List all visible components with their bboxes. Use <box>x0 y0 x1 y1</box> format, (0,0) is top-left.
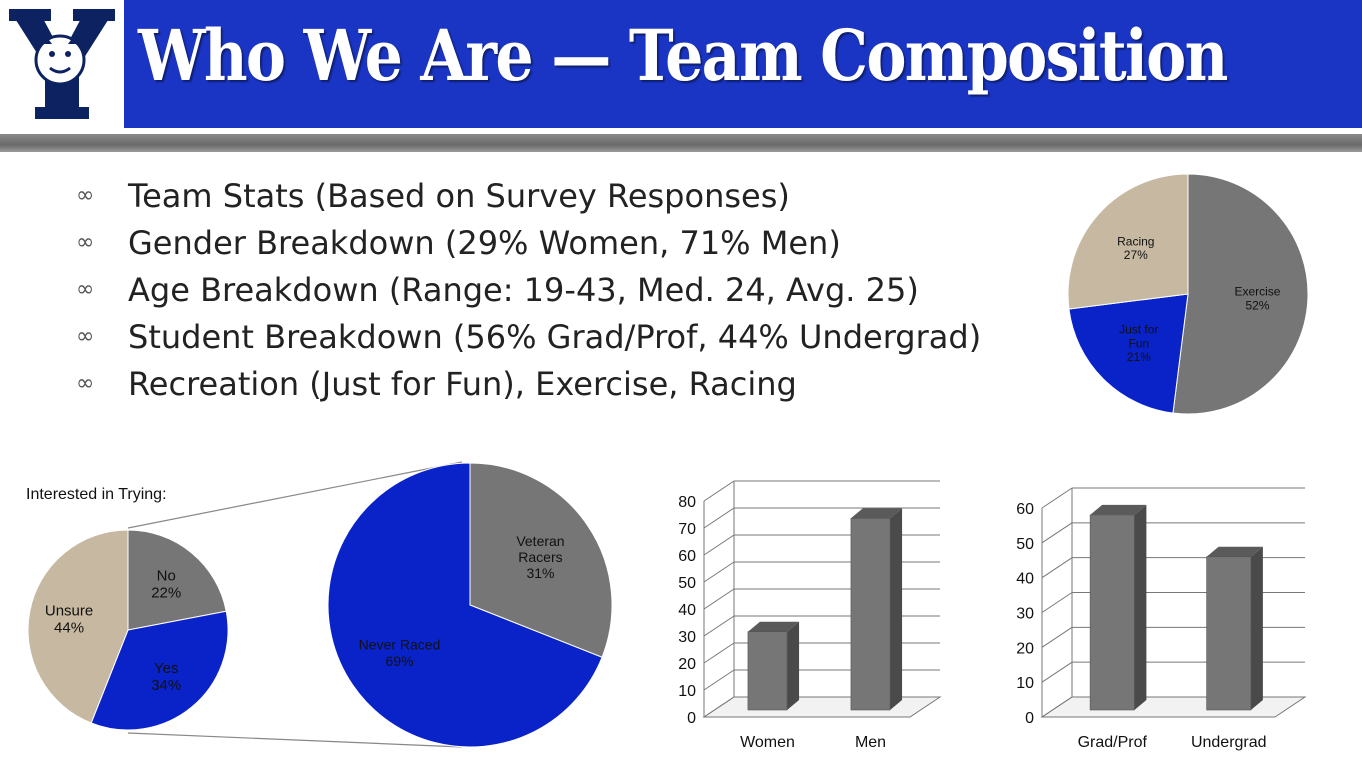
gridline <box>1041 557 1073 579</box>
link-icon: ∞ <box>76 230 95 255</box>
pie-slice-racing <box>1067 173 1189 310</box>
pie-slice-just-for-fun <box>1068 293 1189 414</box>
y-tick-label: 80 <box>678 494 696 511</box>
interest-pie-chart: No 22% Yes 34% Unsure 44% <box>27 529 229 731</box>
y-tick-label: 30 <box>1016 606 1034 623</box>
bullet-text: Age Breakdown (Range: 19-43, Med. 24, Av… <box>128 270 919 309</box>
link-icon: ∞ <box>76 324 95 349</box>
bullet-item: ∞ Student Breakdown (56% Grad/Prof, 44% U… <box>76 313 981 360</box>
bar-top <box>747 621 800 632</box>
bar-side <box>1250 546 1263 710</box>
y-tick-label: 50 <box>678 575 696 592</box>
gridline <box>703 642 735 664</box>
bar-undergrad <box>1206 556 1252 711</box>
bar-top <box>1206 546 1263 557</box>
callout-line <box>127 461 463 529</box>
gridline <box>1041 522 1073 544</box>
pie-slice-never-raced <box>327 462 603 748</box>
y-tick-label: 60 <box>678 548 696 565</box>
gridline <box>1041 592 1073 613</box>
chart-floor <box>702 696 942 718</box>
chart-title: Interested in Trying: <box>26 486 167 503</box>
x-tick-label: Undergrad <box>1191 734 1267 751</box>
x-tick-label: Men <box>855 734 886 751</box>
pie-label: Just for Fun 21% <box>1119 323 1158 365</box>
bullet-list: ∞ Team Stats (Based on Survey Responses) … <box>76 172 981 407</box>
student-bar-chart: 0 10 20 30 40 50 60 Grad/Prof Undergrad <box>1016 487 1307 751</box>
y-tick-label: 20 <box>1016 640 1034 657</box>
y-tick-label: 70 <box>678 521 696 538</box>
gridline <box>703 588 735 610</box>
y-tick-label: 20 <box>678 656 696 673</box>
recreation-pie-chart: Exercise 52% Just for Fun 21% Racing 27% <box>1067 173 1309 415</box>
bullet-item: ∞ Age Breakdown (Range: 19-43, Med. 24, A… <box>76 266 981 313</box>
pie-slice-exercise <box>1172 173 1309 415</box>
gender-bar-chart: 0 10 20 30 40 50 60 70 80 Women Men <box>678 480 942 751</box>
bullet-item: ∞ Gender Breakdown (29% Women, 71% Men) <box>76 219 981 266</box>
interest-pie-group: Interested in Trying: No 22% Yes 34% Unsure 4… <box>26 461 613 748</box>
bar-side <box>1134 504 1147 710</box>
gridline <box>703 480 735 502</box>
bullet-text: Team Stats (Based on Survey Responses) <box>128 176 790 215</box>
pie-slice-yes <box>90 610 229 731</box>
gridline <box>703 615 735 637</box>
pie-label: Never Raced 69% <box>359 637 441 669</box>
bar-top <box>1090 504 1147 515</box>
pie-slice-unsure <box>27 529 129 724</box>
chart-floor <box>1040 696 1307 718</box>
bar-side <box>787 621 800 710</box>
gridline <box>703 696 735 718</box>
callout-line <box>127 732 463 748</box>
y-tick-label: 50 <box>1016 536 1034 553</box>
header-divider <box>0 128 1362 134</box>
bar-grad-prof <box>1089 514 1135 711</box>
pie-label: Racing 27% <box>1117 234 1154 262</box>
gridline <box>703 669 735 691</box>
bullet-item: ∞ Team Stats (Based on Survey Responses) <box>76 172 981 219</box>
link-icon: ∞ <box>76 371 95 396</box>
pie-label: Yes 34% <box>151 660 181 694</box>
gridline <box>1041 626 1073 648</box>
bar-top <box>850 508 903 519</box>
header-grey-bar <box>0 134 1362 152</box>
y-tick-label: 0 <box>687 710 696 727</box>
yale-bulldog-logo <box>0 0 124 128</box>
bar-men <box>850 517 891 711</box>
y-tick-label: 30 <box>678 629 696 646</box>
link-icon: ∞ <box>76 277 95 302</box>
bullet-item: ∞ Recreation (Just for Fun), Exercise, Ra… <box>76 360 981 407</box>
gridline <box>703 561 735 583</box>
bullet-text: Gender Breakdown (29% Women, 71% Men) <box>128 223 841 262</box>
gridline <box>703 534 735 556</box>
link-icon: ∞ <box>76 183 95 208</box>
bullet-text: Student Breakdown (56% Grad/Prof, 44% Un… <box>128 317 982 356</box>
pie-slice-veteran-racers <box>469 462 613 658</box>
gridline <box>1041 661 1073 683</box>
pie-label: No 22% <box>151 567 181 601</box>
bar-side <box>890 508 903 710</box>
pie-label: Veteran Racers 31% <box>516 533 564 581</box>
pie-slice-no <box>127 529 227 631</box>
x-tick-label: Grad/Prof <box>1078 734 1148 751</box>
racing-experience-pie-chart: Veteran Racers 31% Never Raced 69% <box>327 462 613 748</box>
y-tick-label: 10 <box>678 683 696 700</box>
y-tick-label: 10 <box>1016 675 1034 692</box>
y-tick-label: 40 <box>1016 571 1034 588</box>
page-title: Who We Are — Team Composition <box>138 14 1228 97</box>
gridline <box>703 507 735 529</box>
title-banner: Who We Are — Team Composition <box>0 0 1362 128</box>
pie-label: Exercise 52% <box>1234 285 1280 313</box>
bar-women <box>747 631 788 711</box>
gridline <box>1041 696 1073 718</box>
pie-label: Unsure 44% <box>45 602 93 636</box>
x-tick-label: Women <box>740 734 795 751</box>
y-logo-icon <box>7 7 117 121</box>
y-tick-label: 0 <box>1025 710 1034 727</box>
y-tick-label: 60 <box>1016 501 1034 518</box>
y-tick-label: 40 <box>678 602 696 619</box>
gridline <box>1041 487 1073 509</box>
bullet-text: Recreation (Just for Fun), Exercise, Rac… <box>128 364 797 403</box>
